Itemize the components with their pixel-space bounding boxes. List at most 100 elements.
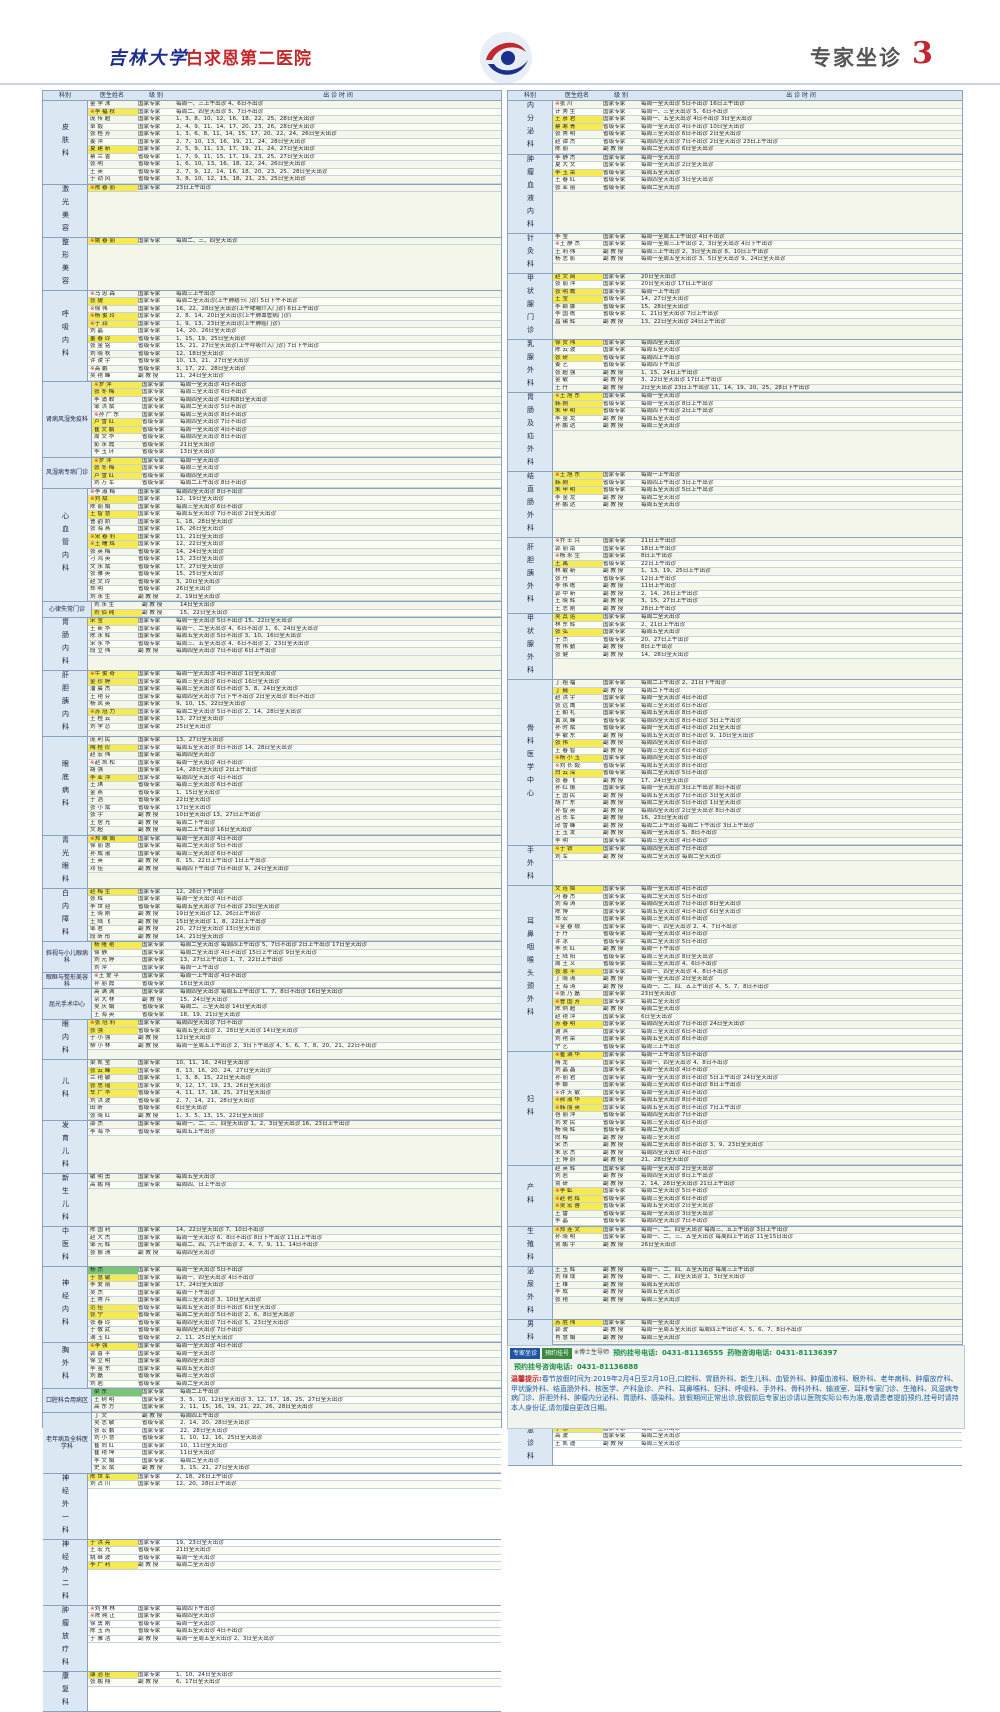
doctor-name: 陈 永 辉 xyxy=(88,633,138,640)
doctor-grade: 国家专家 xyxy=(138,533,161,540)
department-rows: 赵 英 辉国家专家 每周一全天出诊 2日全天出诊刘 岩副 教 授每周四全天出诊 8… xyxy=(553,1166,962,1226)
doctor-name: ※郝 淑 华 xyxy=(553,1097,603,1104)
doctor-name: 柳 小 林 xyxy=(88,1043,138,1050)
doctor-name-text: 郑 宏 xyxy=(555,916,568,922)
table-row: 徐 丽 惠国家专家 每周二全天出诊 5日不出诊 xyxy=(88,843,501,851)
department-section: 皮肤科金 学 洙国家专家 每周一、三上午出诊 4、6日不出诊 ※李 福 秋国家专家每… xyxy=(43,101,501,185)
doctor-grade: 省级专家 xyxy=(142,472,165,479)
supervisor-star-icon: ※ xyxy=(90,313,95,319)
doctor-name-text: 段 昕 彤 xyxy=(90,933,111,940)
department-name: 耳鼻咽喉头颈外科 xyxy=(508,886,553,1051)
doctor-name: 徐 丽 惠 xyxy=(88,843,138,850)
phone3[interactable]: 0431-81136888 xyxy=(576,1363,639,1371)
doctor-name: ※杨 小 玉 xyxy=(553,755,603,762)
table-row: 徐 贺 伟国家专家 每周四全天出诊 xyxy=(553,339,962,347)
doctor-name-text: 姚 继 波 xyxy=(90,1554,111,1561)
table-row: 于 丹省级专家 每周一全天出诊 4日不出诊 xyxy=(553,931,962,939)
doctor-grade: 国家专家 xyxy=(603,339,626,346)
department-rows: 徐 贺 伟国家专家 每周四全天出诊陈 云 波国家专家 每周五全天出诊张 研省级专家每… xyxy=(553,339,962,392)
doctor-grade: 省级专家 xyxy=(138,1547,161,1553)
doctor-name-text: 李 金 龙 xyxy=(555,494,576,501)
department-section: 白内障科赵 梅 生国家专家 12、26日下午出诊张 辉国家专家 每周一全天出诊 4日… xyxy=(43,888,501,942)
department-name: 骨科医学中心 xyxy=(508,680,553,845)
clinic-schedule: 每周二全天出诊 8日不出诊 3、9、23日全天出诊 xyxy=(641,1142,764,1148)
doctor-grade: 省级专家 xyxy=(142,480,165,486)
doctor-name: 孙 时 斌 xyxy=(553,725,603,732)
doctor-name: 刘 晶 晶 xyxy=(553,1067,603,1074)
phone3-label: 预约挂号咨询电话: xyxy=(514,1363,573,1371)
table-row: ※曹 国 芳国家专家 每周二全天出诊 xyxy=(553,998,962,1006)
clinic-schedule: 1、10、12、16、25日全天出诊 xyxy=(180,1435,263,1441)
clinic-schedule: 每周五全天出诊 8日不出诊 xyxy=(641,710,708,716)
doctor-name: ※罗 萍 xyxy=(92,381,142,388)
doctor-grade: 国家专家 xyxy=(138,237,161,244)
doctor-grade: 省级专家 xyxy=(142,1004,165,1010)
clinic-schedule: 20、27日上午出诊 xyxy=(641,636,689,643)
table-row: 刘 小 慧省级专家 1、10、12、16、25日全天出诊 xyxy=(92,1435,501,1443)
table-row: 敏 明 勇国家专家 每周五全天出诊 xyxy=(88,1174,501,1182)
supervisor-star-icon: ※ xyxy=(94,411,99,418)
doctor-name: 王 晓 刚 xyxy=(88,911,138,918)
doctor-grade: 国家专家 xyxy=(138,1350,161,1357)
doctor-name: 吕 长 军 xyxy=(553,815,603,822)
doctor-name-text: 梁 凯 莹 xyxy=(90,1060,111,1066)
table-row: 金 珍 婷国家专家 每周三全天出诊 6日不出诊 16日全天出诊 xyxy=(88,678,501,686)
doctor-name: 谷 丽 萍 xyxy=(553,1112,603,1119)
doctor-name-text: 张 雅 英 xyxy=(90,571,111,577)
table-row: 卢 雪 红省级专家 每周四全天出诊 7日不出诊 xyxy=(92,419,501,427)
doctor-name: 朱 甲 明 xyxy=(553,487,603,494)
doctor-name-text: 李 金 龙 xyxy=(555,415,576,422)
phone1[interactable]: 0431-81136555 xyxy=(661,1349,724,1357)
table-row: 王 志 刚副 教 授 28日上午出诊 xyxy=(553,605,962,613)
table-row: 胡 广 东副 教 授每周二全天出诊 5日不出诊 1日全天出诊 xyxy=(553,800,962,808)
clinic-schedule: 每周五全天出诊 8日不出诊 xyxy=(641,1097,708,1103)
clinic-schedule: 10、13、21、27日全天出诊 xyxy=(176,358,250,364)
doctor-grade: 国家专家 xyxy=(603,629,626,635)
clinic-schedule: 23日上午出诊 xyxy=(176,184,212,191)
doctor-name: 王 陆 阳 xyxy=(553,954,603,961)
doctor-grade: 省级专家 xyxy=(142,1420,165,1426)
clinic-schedule: 每周一至周五全天出诊 2、3日全天出诊 xyxy=(176,1635,275,1642)
doctor-name: 王 禹 xyxy=(553,560,603,567)
doctor-name: 张 晓 红 xyxy=(88,1113,138,1120)
table-row: 张 宁省级专家 每周二全天出诊 5日不出诊 2、6、8日全天出诊 xyxy=(88,1312,501,1320)
department-name: 风湿病专病门诊 xyxy=(43,457,92,488)
phone2[interactable]: 0431-81136397 xyxy=(776,1349,838,1357)
table-row: 谢 滨国家专家 每周三全天出诊 6日不出诊 xyxy=(553,1028,962,1036)
table-row: 张 冬 梅国家专家 每周三全天出诊 6日不出诊 xyxy=(92,389,501,397)
table-row: 徐 立 明国家专家 每周四全天出诊 xyxy=(88,1358,501,1366)
doctor-name-text: 刘 洪 波 xyxy=(90,1097,111,1104)
department-section: 甲状腺门诊赵 文 阅国家专家 20日全天出诊张 丽 萍国家专家 20日全天出诊 17… xyxy=(508,273,962,340)
doctor-name: ※赵 艳 辉 xyxy=(553,1195,603,1202)
table-row: 高 东 方国家专家 2、11、15、16、19、21、22、26、28日全天出诊 xyxy=(92,1404,501,1412)
doctor-grade: 国家专家 xyxy=(138,1605,161,1612)
clinic-schedule: 21日上午出诊 xyxy=(641,538,677,544)
doctor-name: 刘 晶 xyxy=(88,328,138,335)
clinic-schedule: 每周一全天出诊 2日全天出诊 xyxy=(641,1165,714,1172)
doctor-grade: 国家专家 xyxy=(603,1104,626,1111)
clinic-schedule: 9、10、15、22日全天出诊 xyxy=(176,701,246,707)
doctor-name-text: 金 敏 xyxy=(555,377,568,383)
doctor-grade: 国家专家 xyxy=(603,1165,626,1172)
department-name: 口腔科合用病区 xyxy=(43,1389,92,1412)
doctor-name: 李 海 华 xyxy=(88,1129,138,1136)
doctor-name: ※杨 俊 玲 xyxy=(88,313,138,320)
clinic-schedule: 3、17、22、28日全天出诊 xyxy=(176,365,246,372)
clinic-schedule: 每周二全天出诊(上午肺结节门诊) 5日下午不出诊 xyxy=(176,298,298,304)
doctor-grade: 国家专家 xyxy=(142,957,165,963)
doctor-name-text: 张 明 威 xyxy=(555,288,576,295)
university-logo-text: 吉林大学 xyxy=(108,48,188,69)
phone2-label: 药物咨询电话: xyxy=(727,1349,773,1357)
supervisor-star-icon: ※ xyxy=(555,923,560,930)
table-row: 王 英副 教 授 8、15、22日上午出诊 1日上午出诊 xyxy=(88,858,501,866)
table-row: ※许 天 敏国家专家 每周一全天出诊 4日不出诊 xyxy=(553,1089,962,1097)
doctor-grade: 国家专家 xyxy=(138,1343,161,1349)
department-rows: 赵 梅 生国家专家 12、26日下午出诊张 辉国家专家 每周一全天出诊 4日不出诊李… xyxy=(88,888,501,941)
doctor-name-text: 赵 谭 杰 xyxy=(555,138,576,145)
clinic-schedule: 每周四全天出诊 7日不出诊 8日全天出诊 xyxy=(641,901,742,907)
clinic-schedule: 每周五全天出诊 5日上午出诊 xyxy=(641,487,714,493)
table-row: 郭 喜 平国家专家 每周一全天出诊 xyxy=(88,1350,501,1358)
table-row: 柳 小 林副 教 授每周一至周五上午出诊 2、3日下午出诊 4、5、6、7、8、… xyxy=(88,1042,501,1050)
doctor-name-text: 崔 文 鹏 xyxy=(94,426,115,433)
doctor-name-text: 吴 庆 娟 xyxy=(94,1004,115,1010)
